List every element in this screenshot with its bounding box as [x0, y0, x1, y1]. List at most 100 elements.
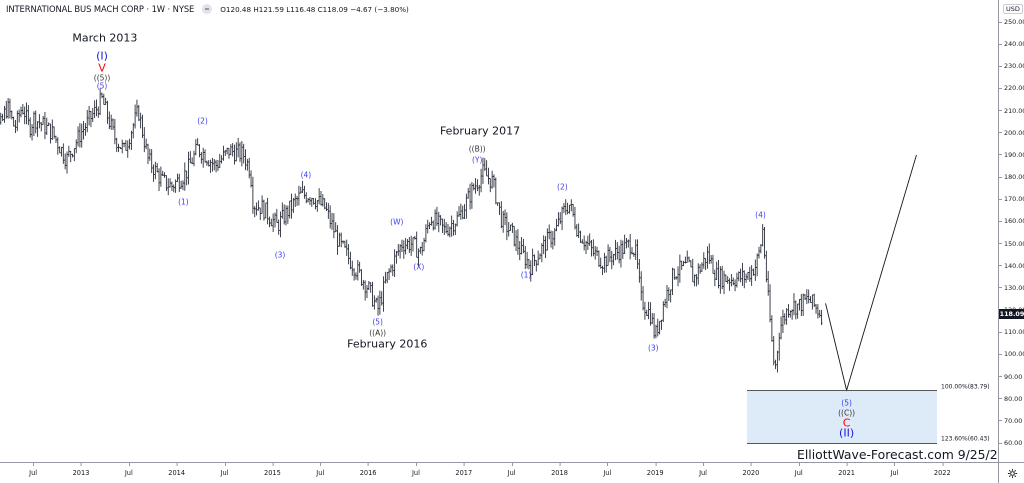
ohlc-bar [476, 179, 479, 192]
time-tick: 2018 [551, 463, 568, 477]
ohlc-bar [45, 117, 48, 135]
ohlc-bar [818, 309, 821, 318]
ohlc-bar [334, 222, 337, 233]
ohlc-bar [509, 224, 512, 231]
symbol-legend[interactable]: INTERNATIONAL BUS MACH CORP · 1W · NYSE … [6, 4, 409, 14]
ohlc-bar [266, 197, 269, 225]
ohlc-bar [347, 244, 350, 265]
wave-label: ((B)) [468, 144, 486, 154]
ohlc-bar [433, 209, 437, 230]
ohlc-bar [535, 260, 538, 272]
ohlc-bar [538, 253, 542, 260]
ohlc-bar [303, 185, 306, 199]
ohlc-bar [100, 92, 104, 99]
ohlc-bar [610, 250, 613, 270]
ohlc-bar [10, 110, 14, 120]
chart-settings-button[interactable] [998, 462, 1024, 483]
ohlc-bar [415, 231, 418, 258]
ohlc-bar [128, 138, 131, 150]
ohlc-bar [363, 280, 367, 301]
time-tick: 2021 [838, 463, 855, 477]
price-tick: 180.00 [999, 173, 1024, 181]
ohlc-bar [770, 315, 774, 342]
watermark: ElliottWave-Forecast.com 9/25/2020 [797, 447, 1022, 462]
fibonacci-target-zone [747, 390, 937, 445]
ohlc-bar [746, 271, 750, 281]
ohlc-bar [559, 212, 562, 225]
ohlc-bar [126, 140, 129, 158]
ohlc-bar [514, 230, 518, 252]
ohlc-bar [665, 285, 669, 309]
ohlc-bar [229, 144, 233, 156]
ohlc-bar [264, 202, 267, 219]
time-tick: Jul [890, 463, 899, 477]
date-annotation: March 2013 [72, 31, 138, 45]
ohlc-bar [328, 205, 332, 229]
ohlc-bar [426, 219, 429, 234]
wave-label: (5) [372, 317, 383, 327]
ohlc-bar [811, 294, 814, 310]
ohlc-bar [135, 99, 139, 117]
ohlc-bar [465, 193, 468, 219]
ohlc-bar [216, 160, 220, 172]
ohlc-bar [647, 301, 650, 320]
projection-path[interactable] [825, 154, 917, 393]
ohlc-bar [621, 240, 625, 259]
price-tick: 80.00 [999, 395, 1022, 403]
date-annotation: February 2016 [347, 337, 428, 351]
ohlc-bar [608, 246, 612, 263]
ohlc-bar [468, 183, 472, 210]
ohlc-bar [505, 212, 509, 241]
ohlc-bar [511, 222, 514, 233]
ohlc-bar [757, 246, 761, 259]
ohlc-bar [748, 266, 751, 282]
time-axis[interactable]: Jul 2013 Jul 2014 Jul 2015 Jul 2016 Jul 2017 Jul 20… [0, 462, 998, 483]
ohlc-bar [305, 192, 308, 204]
chart-canvas[interactable]: 100.00%(83.79) 123.60%(60.43) March 2013 (… [0, 0, 1021, 462]
ohlc-bar [586, 235, 590, 250]
price-axis[interactable]: USD 250.00 240.00 230.00 220.00 210.00 200.00… [998, 0, 1024, 462]
ohlc-bar [374, 297, 378, 303]
ohlc-bar [820, 309, 823, 326]
time-tick: Jul [220, 463, 229, 477]
ohlc-bar [202, 147, 205, 168]
ohlc-bar [547, 224, 551, 240]
ohlc-bar [687, 256, 691, 263]
ohlc-bar [546, 228, 549, 251]
ohlc-bar [413, 236, 417, 240]
ohlc-values: O120.48 H121.59 L116.48 C118.09 −4.67 (−… [220, 4, 409, 14]
ohlc-bar [38, 114, 41, 129]
ohlc-bar [487, 167, 490, 185]
time-tick: Jul [316, 463, 325, 477]
ohlc-bar [249, 170, 253, 188]
ohlc-bar [121, 139, 124, 154]
ohlc-bar [814, 303, 818, 314]
ohlc-bar [246, 158, 249, 171]
price-plot[interactable] [0, 0, 998, 462]
wave-label: (5) [96, 81, 108, 91]
ohlc-bar [97, 106, 100, 118]
wave-label: (1) [520, 270, 532, 280]
ohlc-bar [564, 199, 567, 216]
ohlc-bar [181, 180, 185, 191]
time-tick: 2014 [168, 463, 186, 477]
ohlc-bar [253, 206, 256, 218]
price-tick: 240.00 [999, 40, 1024, 48]
ohlc-bar [23, 106, 26, 125]
ohlc-bar [641, 286, 645, 311]
ohlc-bar [498, 202, 501, 216]
visibility-toggle-icon[interactable] [202, 4, 213, 14]
wave-label: (W) [390, 217, 404, 227]
ohlc-bar [709, 255, 713, 264]
ohlc-bar [798, 299, 801, 311]
ohlc-bar [640, 271, 643, 301]
ohlc-bar [636, 239, 639, 269]
ohlc-bar [540, 243, 544, 263]
ohlc-bar [299, 186, 302, 194]
ohlc-bar [601, 265, 604, 276]
wave-label: ((C)) [838, 408, 856, 418]
ohlc-bar [209, 159, 212, 173]
ohlc-bar [93, 100, 96, 119]
currency-label[interactable]: USD [1003, 4, 1023, 14]
ohlc-bar [697, 263, 700, 285]
